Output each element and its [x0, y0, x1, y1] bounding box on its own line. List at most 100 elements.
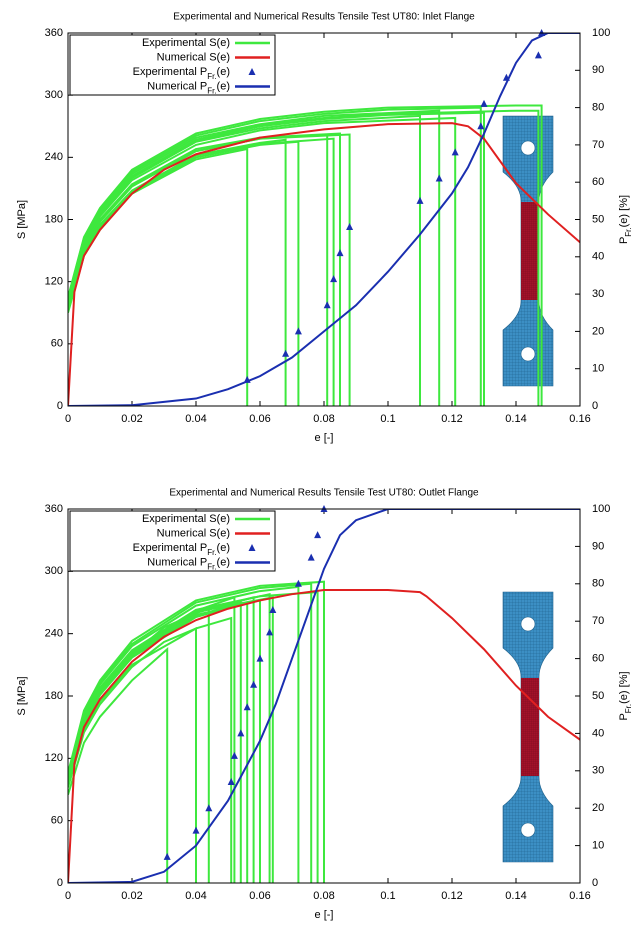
specimen-hole [521, 347, 535, 361]
x-tick-label: 0.16 [569, 413, 590, 425]
marker [346, 223, 353, 230]
y2-tick-label: 20 [592, 325, 604, 337]
line [68, 108, 481, 406]
y2-tick-label: 0 [592, 877, 598, 889]
y2-tick-label: 0 [592, 400, 598, 412]
marker [417, 197, 424, 204]
chart: Experimental and Numerical Results Tensi… [16, 12, 633, 444]
x-tick-label: 0.06 [249, 890, 270, 902]
legend-label: Numerical S(e) [157, 527, 230, 539]
y-tick-label: 240 [45, 151, 63, 163]
legend-label: Numerical S(e) [157, 51, 230, 63]
x-tick-label: 0.06 [249, 413, 270, 425]
marker [535, 51, 542, 58]
y2-tick-label: 20 [592, 802, 604, 814]
marker [164, 853, 171, 860]
line [68, 584, 311, 883]
line [68, 111, 439, 406]
y2-tick-label: 70 [592, 615, 604, 627]
y2-tick-label: 40 [592, 727, 604, 739]
y2-tick-label: 60 [592, 176, 604, 188]
y-axis-label: S [MPa] [16, 200, 28, 239]
y-tick-label: 180 [45, 213, 63, 225]
y-axis-label: S [MPa] [16, 676, 28, 715]
line [68, 592, 318, 883]
marker [436, 174, 443, 181]
marker [282, 350, 289, 357]
x-tick-label: 0.08 [313, 890, 334, 902]
marker [193, 827, 200, 834]
line [68, 106, 542, 406]
y2-tick-label: 10 [592, 840, 604, 852]
legend-label: Experimental S(e) [142, 513, 230, 525]
marker [452, 148, 459, 155]
x-tick-label: 0.04 [185, 890, 206, 902]
figure: Experimental and Numerical Results Tensi… [0, 0, 636, 922]
y-tick-label: 60 [51, 815, 63, 827]
y-tick-label: 300 [45, 89, 63, 101]
line [68, 135, 350, 406]
line [68, 135, 327, 406]
marker [314, 531, 321, 538]
x-tick-label: 0.14 [505, 413, 526, 425]
y2-tick-label: 30 [592, 765, 604, 777]
marker [324, 301, 331, 308]
y2-tick-label: 100 [592, 503, 610, 515]
y2-tick-label: 90 [592, 540, 604, 552]
x-tick-label: 0.04 [185, 413, 206, 425]
marker [308, 554, 315, 561]
y-tick-label: 360 [45, 27, 63, 39]
x-tick-label: 0 [65, 890, 71, 902]
y2-tick-label: 40 [592, 251, 604, 263]
marker [481, 100, 488, 107]
line [68, 113, 484, 406]
y2-tick-label: 90 [592, 64, 604, 76]
y-tick-label: 240 [45, 628, 63, 640]
chart-title: Experimental and Numerical Results Tensi… [169, 488, 479, 499]
y-tick-label: 60 [51, 338, 63, 350]
specimen-gauge [521, 202, 539, 300]
line [68, 142, 298, 406]
specimen-hole [521, 617, 535, 631]
y2-tick-label: 80 [592, 578, 604, 590]
y2-tick-label: 50 [592, 213, 604, 225]
y-tick-label: 120 [45, 276, 63, 288]
y2-tick-label: 80 [592, 102, 604, 114]
y-tick-label: 300 [45, 565, 63, 577]
x-tick-label: 0.12 [441, 413, 462, 425]
y2-tick-label: 70 [592, 139, 604, 151]
marker [244, 703, 251, 710]
line [68, 116, 420, 406]
x-tick-label: 0.12 [441, 890, 462, 902]
x-tick-label: 0 [65, 413, 71, 425]
line [68, 587, 298, 883]
marker [330, 275, 337, 282]
marker [237, 729, 244, 736]
y2-axis-label: PFr.(e) [%] [618, 195, 633, 244]
y2-tick-label: 50 [592, 690, 604, 702]
marker [257, 655, 264, 662]
y-tick-label: 120 [45, 752, 63, 764]
marker [205, 804, 212, 811]
legend-label: Experimental S(e) [142, 37, 230, 49]
line [68, 111, 538, 406]
x-tick-label: 0.16 [569, 890, 590, 902]
chart: Experimental and Numerical Results Tensi… [16, 488, 633, 921]
y-tick-label: 0 [57, 877, 63, 889]
x-tick-label: 0.1 [380, 890, 395, 902]
chart-title: Experimental and Numerical Results Tensi… [173, 12, 475, 23]
marker [295, 327, 302, 334]
x-axis-label: e [-] [315, 432, 334, 444]
y2-tick-label: 60 [592, 653, 604, 665]
line [68, 628, 196, 883]
x-axis-label: e [-] [315, 909, 334, 921]
specimen-hole [521, 823, 535, 837]
y2-tick-label: 10 [592, 363, 604, 375]
x-tick-label: 0.1 [380, 413, 395, 425]
line [68, 140, 286, 406]
y-tick-label: 0 [57, 400, 63, 412]
x-tick-label: 0.02 [121, 890, 142, 902]
marker [250, 681, 257, 688]
x-tick-label: 0.14 [505, 890, 526, 902]
line [68, 149, 247, 406]
